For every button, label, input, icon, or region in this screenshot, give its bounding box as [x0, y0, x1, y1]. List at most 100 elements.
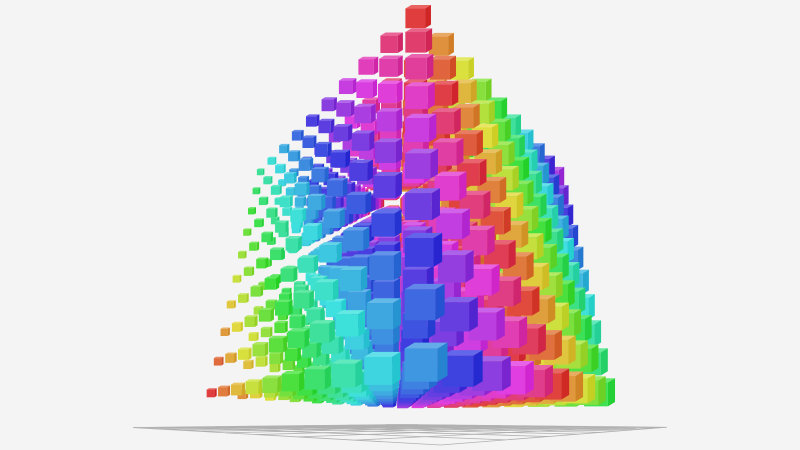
cube — [252, 342, 269, 357]
cube-top-face — [250, 285, 264, 287]
cube — [308, 184, 322, 197]
cube-front-face — [256, 169, 263, 176]
cube-side-face — [370, 193, 376, 213]
cube-front-face — [404, 289, 436, 321]
cube-front-face — [265, 301, 275, 310]
cube-side-face — [396, 108, 403, 132]
cube — [358, 56, 379, 75]
cube-side-face — [239, 274, 242, 283]
cube-front-face — [356, 82, 373, 99]
cube-side-face — [491, 264, 500, 296]
cube-front-face — [225, 354, 235, 363]
cube — [315, 141, 332, 157]
cube-side-face — [299, 370, 305, 392]
cube-top-face — [289, 168, 299, 170]
cube-top-face — [279, 143, 290, 146]
cube-side-face — [355, 359, 363, 388]
cube-side-face — [251, 359, 254, 370]
cube-top-face — [293, 290, 314, 293]
cube-front-face — [404, 193, 432, 221]
cube-side-face — [558, 194, 564, 217]
cube-top-face — [335, 310, 365, 315]
cube-front-face — [315, 144, 328, 157]
cube-side-face — [269, 326, 273, 338]
cube-side-face — [588, 294, 595, 320]
cube-front-face — [243, 229, 250, 236]
cube-front-face — [405, 32, 426, 53]
cube-top-face — [369, 251, 402, 256]
cube-front-face — [231, 323, 241, 332]
cube — [250, 285, 264, 297]
cube-top-face — [314, 279, 339, 283]
cube-front-face — [256, 259, 266, 269]
cube — [231, 321, 243, 332]
cube-side-face — [269, 258, 272, 267]
cube-front-face — [232, 275, 240, 283]
cube-top-face — [287, 328, 310, 332]
cube-side-face — [313, 255, 319, 273]
cube-top-face — [405, 113, 437, 119]
cube — [238, 250, 247, 259]
cube-front-face — [278, 229, 287, 238]
cube-side-face — [342, 177, 348, 197]
cube-front-face — [238, 251, 245, 259]
cube-top-face — [429, 55, 457, 60]
cube-top-face — [232, 274, 242, 276]
cube-top-face — [270, 274, 282, 276]
cube-side-face — [508, 240, 516, 269]
cube — [258, 196, 269, 206]
cube-front-face — [377, 83, 397, 103]
cube-side-face — [329, 320, 335, 343]
cube-front-face — [373, 281, 394, 303]
cube-side-face — [567, 237, 574, 263]
cube-top-face — [256, 168, 265, 170]
cube-side-face — [365, 191, 372, 215]
cube-top-face — [377, 80, 403, 84]
cube-top-face — [404, 342, 448, 349]
cube — [243, 266, 255, 276]
cube-side-face — [591, 344, 599, 373]
cube-side-face — [292, 358, 296, 371]
cube-side-face — [274, 156, 277, 165]
cube-top-face — [279, 195, 293, 198]
cube — [243, 359, 254, 370]
cube-side-face — [468, 57, 474, 80]
cube — [285, 187, 296, 196]
cube-top-face — [330, 149, 351, 153]
cube-side-face — [256, 241, 260, 251]
cube-front-face — [270, 249, 281, 261]
cube — [267, 156, 277, 165]
cube-side-face — [519, 134, 525, 158]
cube-side-face — [277, 362, 281, 373]
cube-side-face — [363, 226, 370, 251]
cube-side-face — [360, 266, 368, 292]
cube-top-face — [439, 296, 478, 303]
cube — [326, 177, 348, 197]
cube-top-face — [339, 266, 368, 271]
cube-side-face — [289, 195, 293, 208]
cube-front-face — [349, 145, 361, 157]
cube-top-face — [465, 264, 500, 270]
grid-line — [297, 426, 589, 438]
cube-side-face — [340, 196, 344, 209]
cube-top-face — [294, 181, 310, 184]
cube — [248, 207, 256, 215]
cube-top-face — [354, 103, 376, 107]
cube-top-face — [403, 226, 433, 231]
cube-top-face — [243, 266, 255, 268]
cube-top-face — [401, 222, 427, 226]
cube-side-face — [531, 149, 538, 172]
grid-line — [354, 426, 626, 441]
cube — [314, 279, 339, 301]
cube-side-face — [473, 103, 480, 129]
cube-top-face — [213, 356, 224, 359]
cube — [323, 208, 345, 228]
cube-side-face — [607, 378, 616, 407]
cube-side-face — [426, 53, 434, 80]
cube-front-face — [379, 58, 398, 77]
cube-top-face — [454, 130, 483, 135]
cube-front-face — [405, 57, 427, 80]
cube — [404, 188, 440, 221]
cube-top-face — [294, 280, 306, 283]
